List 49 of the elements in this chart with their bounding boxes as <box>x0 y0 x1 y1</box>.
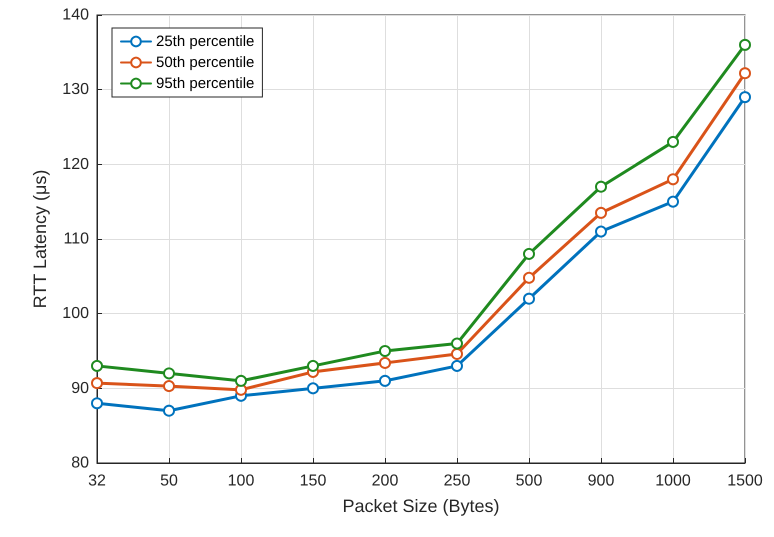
x-tick-label: 150 <box>300 472 326 490</box>
point <box>523 248 535 260</box>
point <box>667 136 679 148</box>
x-tick-label: 200 <box>372 472 398 490</box>
x-tick-label: 32 <box>88 472 106 490</box>
point <box>667 196 679 208</box>
point <box>91 397 103 410</box>
point <box>739 67 751 80</box>
point <box>163 367 175 380</box>
x-tick-label: 250 <box>444 472 470 490</box>
point <box>595 206 607 219</box>
point <box>235 374 247 387</box>
y-tick-label: 120 <box>62 156 90 173</box>
y-tick-label: 140 <box>62 6 90 24</box>
point <box>739 91 751 104</box>
point <box>667 173 679 186</box>
x-axis-title: Packet Size (Bytes) <box>342 496 500 516</box>
point <box>379 374 391 387</box>
y-tick-label: 110 <box>63 230 90 248</box>
point <box>451 348 463 360</box>
point <box>523 292 535 305</box>
point <box>163 404 175 417</box>
legend-label: 25th percentile <box>156 33 254 50</box>
point <box>595 180 607 193</box>
point <box>379 356 391 369</box>
point <box>91 360 103 372</box>
x-tick-label: 500 <box>516 472 542 490</box>
point <box>379 345 391 357</box>
x-tick-label: 1000 <box>655 472 691 490</box>
y-tick-label: 130 <box>62 81 90 98</box>
point <box>451 338 463 350</box>
y-tick-label: 100 <box>62 305 90 322</box>
legend-label: 95th percentile <box>156 75 254 92</box>
point <box>523 272 535 284</box>
point <box>163 380 175 392</box>
y-tick-label: 90 <box>71 380 90 397</box>
y-axis-title: RTT Latency (μs) <box>30 170 50 308</box>
y-tick-label: 80 <box>71 454 90 472</box>
x-tick-label: 1500 <box>727 472 763 490</box>
point <box>307 360 319 372</box>
x-tick-label: 100 <box>228 472 254 490</box>
point <box>595 226 607 238</box>
x-tick-label: 50 <box>160 472 178 490</box>
x-tick-label: 900 <box>588 472 614 490</box>
point <box>307 382 319 394</box>
point <box>91 377 103 390</box>
legend-label: 50th percentile <box>156 54 254 71</box>
point <box>451 360 463 372</box>
point <box>739 38 751 51</box>
